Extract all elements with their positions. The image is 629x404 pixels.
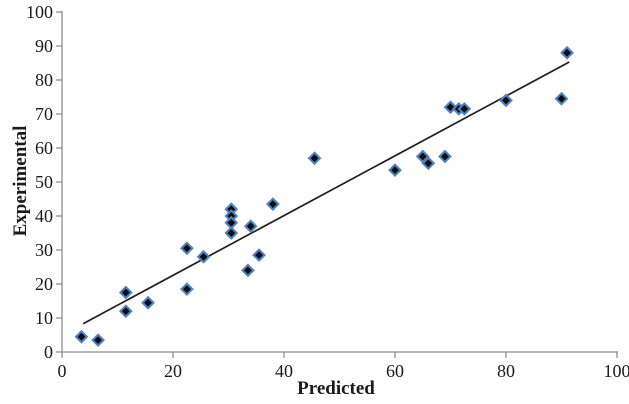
y-tick-label: 80 (35, 70, 53, 90)
y-tick-label: 50 (35, 172, 53, 192)
data-point-marker (141, 295, 155, 310)
y-tick-label: 20 (35, 274, 53, 294)
x-axis-title: Predicted (297, 378, 375, 399)
data-point-marker (388, 163, 402, 177)
y-tick-label: 30 (35, 240, 53, 260)
data-point-marker (196, 249, 211, 264)
y-axis-ticks: 0 10 20 30 40 50 60 70 80 90 100 (26, 2, 62, 362)
trend-line-group (82, 61, 570, 325)
data-point-marker (499, 93, 513, 108)
data-point-marker (224, 226, 239, 240)
data-point-marker (118, 304, 133, 319)
data-point-marker (438, 149, 452, 164)
data-point-marker (457, 102, 472, 116)
data-point-marker (560, 45, 574, 60)
y-tick-label: 0 (44, 342, 53, 362)
data-point-marker (179, 282, 194, 296)
y-axis-title: Experimental (10, 126, 31, 237)
x-tick-label: 20 (164, 361, 182, 381)
data-point-marker (443, 100, 458, 115)
y-tick-label: 40 (35, 206, 53, 226)
data-point-marker (266, 197, 280, 211)
data-point-marker (554, 91, 569, 106)
data-point-marker (415, 149, 430, 164)
y-tick-label: 90 (35, 36, 53, 56)
data-points (74, 45, 574, 347)
trend-line (82, 61, 570, 325)
x-axis-ticks: 0 20 40 60 80 100 (58, 352, 629, 381)
data-point-marker (74, 329, 89, 344)
y-tick-label: 10 (35, 308, 53, 328)
data-point-marker (179, 241, 194, 256)
x-tick-label: 40 (275, 361, 293, 381)
data-point-marker (91, 333, 105, 347)
y-tick-label: 70 (35, 104, 53, 124)
x-tick-label: 100 (604, 361, 629, 381)
data-point-marker (421, 156, 436, 171)
x-tick-label: 60 (386, 361, 404, 381)
data-point-marker (241, 263, 255, 278)
y-tick-label: 60 (35, 138, 53, 158)
x-tick-label: 80 (497, 361, 515, 381)
data-point-marker (118, 285, 133, 300)
x-tick-label: 0 (58, 361, 67, 381)
data-point-marker (252, 248, 266, 262)
y-tick-label: 100 (26, 2, 53, 22)
data-point-marker (307, 151, 322, 166)
data-point-marker (243, 219, 258, 234)
